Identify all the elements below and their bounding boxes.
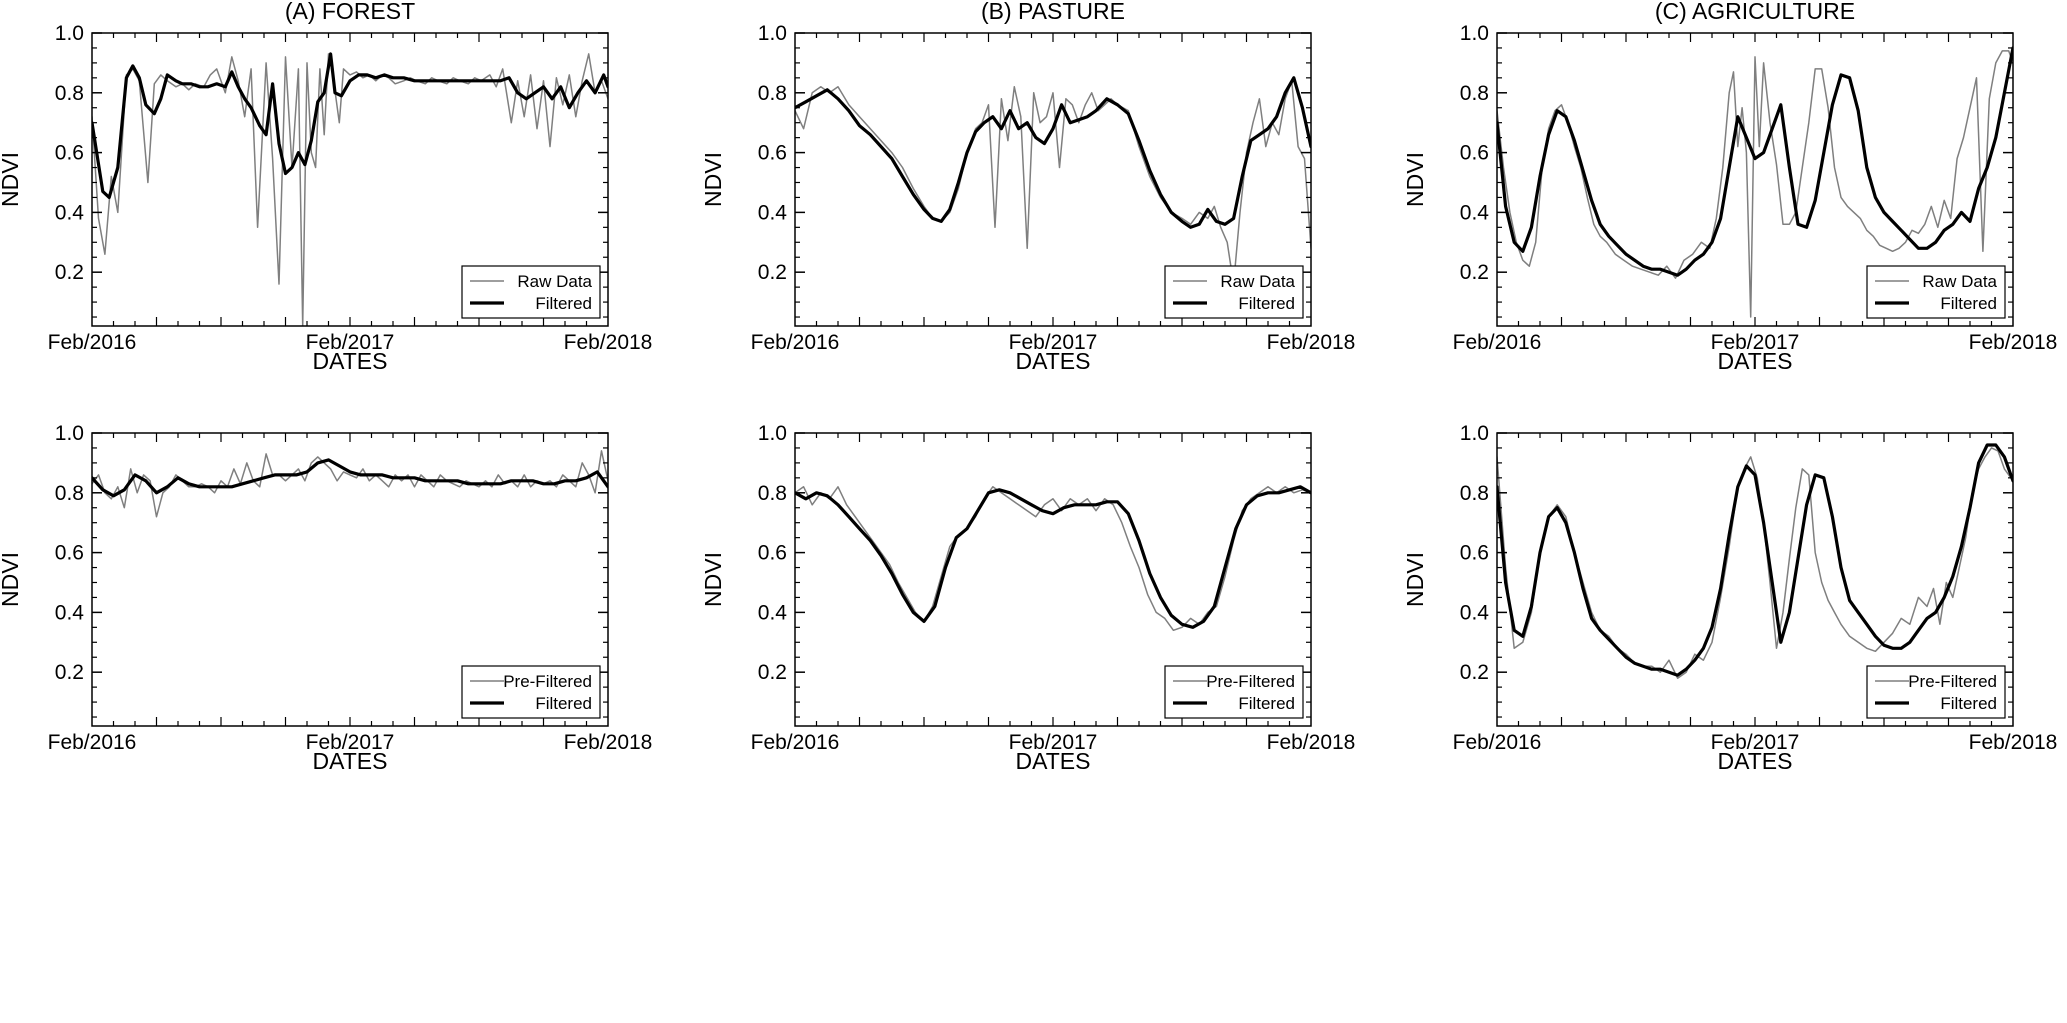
x-tick-label: Feb/2017 [1009,331,1098,354]
y-tick-label: 0.4 [758,601,788,624]
filtered-series-line [795,76,1311,229]
x-tick-label: Feb/2016 [48,331,137,354]
x-tick-label: Feb/2016 [751,731,840,754]
y-axis-title: NDVI [0,552,23,607]
legend-label: Pre-Filtered [1908,672,1997,691]
filtered-series-line [795,485,1311,629]
y-tick-label: 0.6 [1460,142,1489,165]
legend-label: Filtered [1940,694,1997,713]
y-tick-label: 0.2 [758,661,787,684]
legend-label: Pre-Filtered [503,672,592,691]
y-tick-label: 1.0 [1460,422,1489,445]
legend-box [1866,665,2006,719]
x-tick-label: Feb/2018 [1969,731,2058,754]
y-tick-label: 0.2 [55,661,84,684]
legend-box [1164,265,1304,319]
x-axis-title: DATES [1718,348,1793,374]
y-tick-label: 0.2 [758,261,787,284]
x-axis-title: DATES [1016,748,1091,774]
x-tick-label: Feb/2017 [1711,331,1800,354]
y-tick-label: 1.0 [55,422,84,445]
y-tick-label: 0.8 [758,82,787,105]
chart-panel-0-1: 0.2 0.4 0.6 0.8 1.0 Feb/2016 Feb/2017 Feb/2018 D… [700,0,1355,374]
x-tick-label: Feb/2017 [306,331,395,354]
y-tick-label: 0.4 [1460,601,1490,624]
raw-series-line [1497,50,2013,318]
y-tick-label: 1.0 [758,422,787,445]
y-tick-label: 0.2 [1460,661,1489,684]
chart-panel-0-2: 0.2 0.4 0.6 0.8 1.0 Feb/2016 Feb/2017 Feb/2018 D… [1402,0,2057,374]
legend-box [461,265,601,319]
x-tick-label: Feb/2018 [1969,331,2058,354]
y-tick-label: 0.2 [55,261,84,284]
y-tick-label: 1.0 [1460,22,1489,45]
x-tick-label: Feb/2018 [564,331,653,354]
panel-title: (C) AGRICULTURE [1655,0,1855,24]
y-axis-title: NDVI [1402,152,1428,207]
y-tick-label: 0.8 [55,82,84,105]
x-axis-title: DATES [1718,748,1793,774]
legend-label: Filtered [1238,694,1295,713]
y-tick-label: 0.8 [1460,82,1489,105]
legend-label: Filtered [1238,294,1295,313]
legend-label: Pre-Filtered [1206,672,1295,691]
filtered-series-line [92,458,608,498]
chart-panel-1-0: 0.2 0.4 0.6 0.8 1.0 Feb/2016 Feb/2017 Feb/2018 D… [0,422,652,774]
legend-label: Raw Data [1220,272,1295,291]
raw-series-line [795,486,1311,632]
x-tick-label: Feb/2016 [48,731,137,754]
y-tick-label: 0.6 [1460,542,1489,565]
x-axis-title: DATES [313,348,388,374]
y-axis-title: NDVI [0,152,23,207]
y-tick-label: 0.6 [55,142,84,165]
y-tick-label: 0.2 [1460,261,1489,284]
x-tick-label: Feb/2018 [1267,731,1356,754]
legend-box [461,665,601,719]
x-tick-label: Feb/2018 [564,731,653,754]
x-tick-label: Feb/2016 [1453,731,1542,754]
y-axis-title: NDVI [700,552,726,607]
x-tick-label: Feb/2016 [1453,331,1542,354]
filtered-series-line [1497,443,2013,677]
panel-title: (B) PASTURE [981,0,1125,24]
x-axis-title: DATES [1016,348,1091,374]
y-tick-label: 1.0 [758,22,787,45]
y-tick-label: 0.8 [758,482,787,505]
legend-box [1164,665,1304,719]
x-tick-label: Feb/2018 [1267,331,1356,354]
y-tick-label: 1.0 [55,22,84,45]
panel-title: (A) FOREST [285,0,415,24]
y-tick-label: 0.4 [55,601,85,624]
filtered-series-line [92,52,608,199]
y-axis-title: NDVI [700,152,726,207]
legend-label: Raw Data [517,272,592,291]
raw-series-line [1497,447,2013,679]
chart-panel-1-2: 0.2 0.4 0.6 0.8 1.0 Feb/2016 Feb/2017 Feb/2018 D… [1402,422,2057,774]
x-tick-label: Feb/2016 [751,331,840,354]
legend-label: Filtered [535,294,592,313]
x-axis-title: DATES [313,748,388,774]
y-tick-label: 0.4 [1460,201,1490,224]
y-tick-label: 0.6 [55,542,84,565]
y-tick-label: 0.4 [758,201,788,224]
legend-label: Raw Data [1922,272,1997,291]
raw-series-line [795,80,1311,285]
legend-label: Filtered [1940,294,1997,313]
y-tick-label: 0.6 [758,142,787,165]
x-tick-label: Feb/2017 [1711,731,1800,754]
chart-panel-1-1: 0.2 0.4 0.6 0.8 1.0 Feb/2016 Feb/2017 Feb/2018 D… [700,422,1355,774]
x-tick-label: Feb/2017 [306,731,395,754]
y-axis-title: NDVI [1402,552,1428,607]
chart-panel-0-0: 0.2 0.4 0.6 0.8 1.0 Feb/2016 Feb/2017 Feb/2018 D… [0,0,652,374]
filtered-series-line [1497,46,2013,277]
legend-label: Filtered [535,694,592,713]
legend-box [1866,265,2006,319]
y-tick-label: 0.4 [55,201,85,224]
y-tick-label: 0.8 [1460,482,1489,505]
y-tick-label: 0.8 [55,482,84,505]
y-tick-label: 0.6 [758,542,787,565]
x-tick-label: Feb/2017 [1009,731,1098,754]
